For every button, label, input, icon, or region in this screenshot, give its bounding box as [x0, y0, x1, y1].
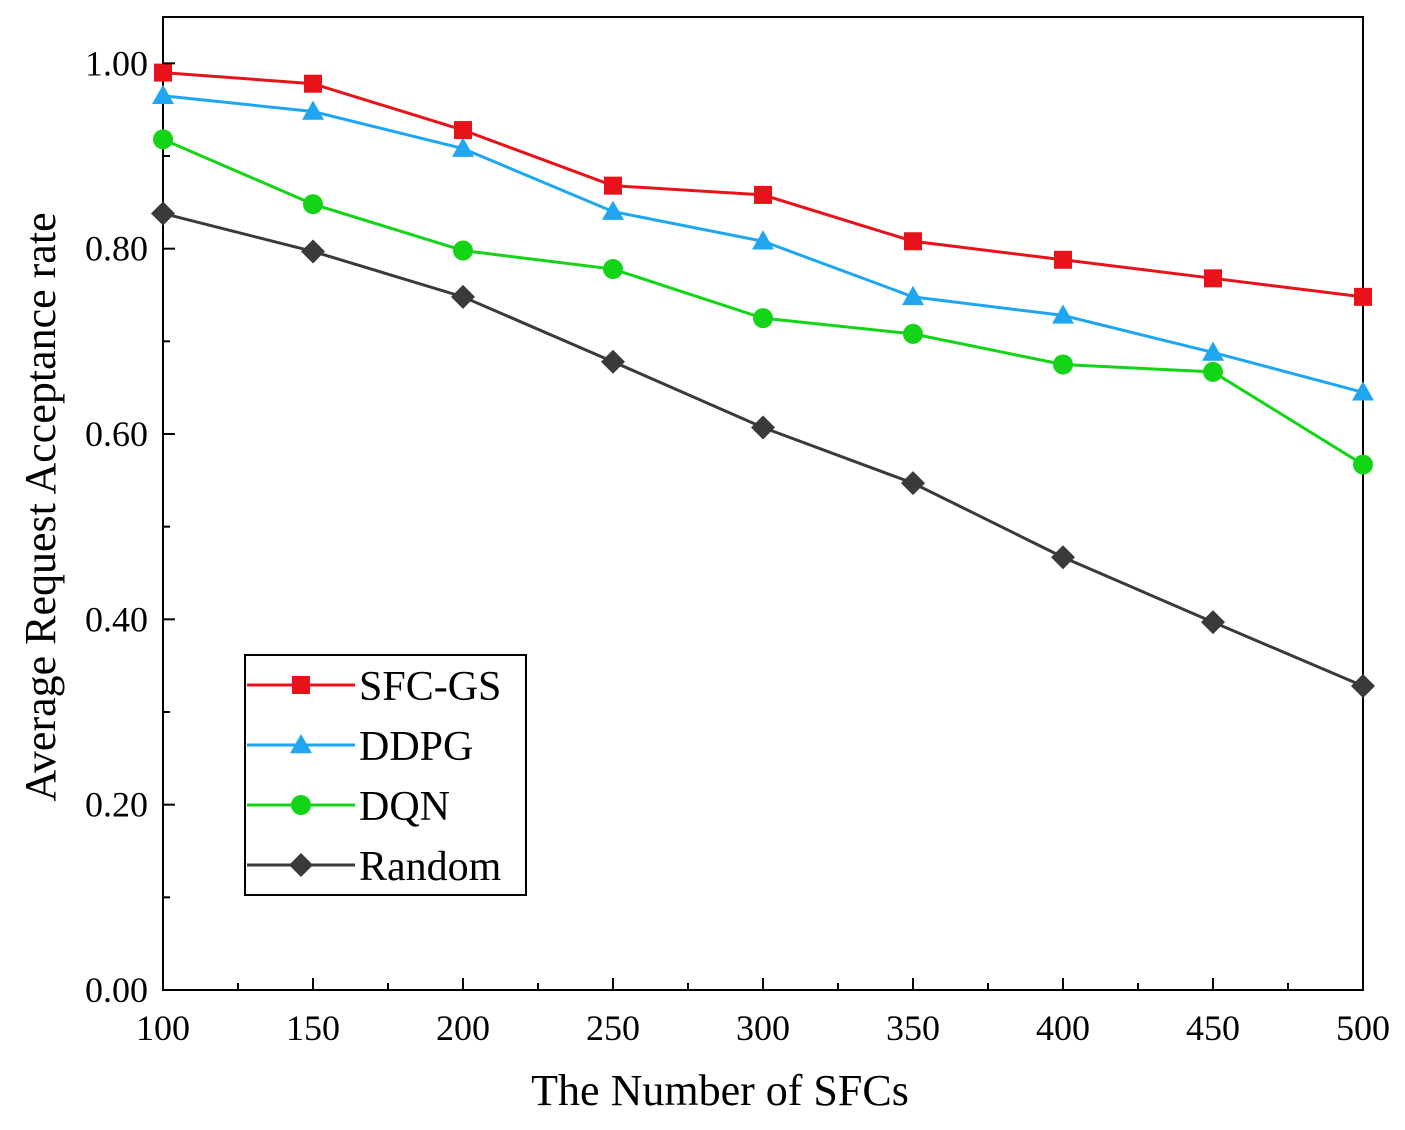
data-point-sfc-gs	[1204, 269, 1222, 288]
x-axis-title: The Number of SFCs	[531, 1066, 909, 1115]
x-tick-label: 350	[886, 1008, 940, 1048]
data-point-sfc-gs	[454, 121, 472, 140]
legend-item-ddpg: DDPG	[247, 724, 473, 770]
data-point-sfc-gs	[754, 185, 772, 204]
data-point-ddpg	[1052, 304, 1074, 324]
x-tick-label: 250	[586, 1008, 640, 1048]
data-point-random	[1051, 545, 1075, 570]
data-point-dqn	[453, 240, 473, 261]
data-point-ddpg	[1352, 381, 1374, 401]
data-point-ddpg	[902, 285, 924, 306]
series-random	[151, 201, 1375, 699]
data-point-ddpg	[302, 100, 324, 120]
data-point-dqn	[153, 129, 173, 150]
x-tick-label: 450	[1186, 1008, 1240, 1048]
x-tick-label: 400	[1036, 1008, 1090, 1048]
y-axis-title: Average Request Acceptance rate	[16, 212, 65, 801]
data-point-ddpg	[152, 84, 174, 105]
y-tick-label: 0.00	[85, 970, 148, 1010]
data-point-dqn	[1053, 354, 1073, 375]
legend-marker-ddpg	[290, 734, 312, 754]
tick-layer: 100 150 200 250 300 350 400 450 500 0.00 0.20 0.40 0…	[85, 43, 1390, 1048]
y-tick-label: 0.80	[85, 229, 148, 269]
legend-item-dqn: DQN	[247, 784, 450, 830]
data-point-ddpg	[1202, 341, 1224, 361]
legend-box	[244, 654, 527, 896]
x-tick-label: 150	[286, 1008, 340, 1048]
data-point-dqn	[303, 194, 323, 215]
legend-label-dqn: DQN	[359, 784, 450, 830]
legend-item-random: Random	[247, 844, 502, 890]
data-point-random	[601, 349, 625, 374]
data-point-ddpg	[452, 137, 474, 157]
legend-label-sfc-gs: SFC-GS	[359, 664, 501, 710]
legend-item-sfc-gs: SFC-GS	[247, 664, 501, 710]
x-tick-label: 500	[1336, 1008, 1390, 1048]
data-point-sfc-gs	[904, 232, 922, 251]
data-point-dqn	[603, 259, 623, 280]
x-tick-label: 300	[736, 1008, 790, 1048]
series-ddpg	[152, 84, 1374, 401]
data-point-random	[751, 415, 775, 440]
legend-marker-sfc-gs	[292, 676, 310, 694]
data-point-sfc-gs	[604, 176, 622, 195]
y-tick-label: 0.60	[85, 414, 148, 454]
series-dqn	[153, 129, 1373, 475]
series-sfc-gs	[154, 63, 1372, 306]
data-point-dqn	[1203, 361, 1223, 382]
legend-marker-dqn	[291, 795, 311, 815]
series-layer	[151, 63, 1375, 699]
data-point-random	[301, 239, 325, 264]
y-tick-label: 1.00	[85, 43, 148, 83]
y-tick-label: 0.40	[85, 599, 148, 639]
data-point-sfc-gs	[304, 74, 322, 93]
data-point-sfc-gs	[1354, 287, 1372, 306]
data-point-dqn	[1353, 454, 1373, 475]
data-point-dqn	[903, 323, 923, 344]
x-tick-label: 100	[136, 1008, 190, 1048]
data-point-random	[1201, 610, 1225, 635]
data-point-ddpg	[602, 200, 624, 220]
data-point-sfc-gs	[1054, 250, 1072, 269]
x-tick-label: 200	[436, 1008, 490, 1048]
legend-label-random: Random	[359, 844, 502, 890]
data-point-random	[1351, 674, 1375, 699]
legend-marker-random	[289, 853, 313, 877]
data-point-random	[901, 471, 925, 496]
data-point-dqn	[753, 308, 773, 329]
data-point-random	[151, 201, 175, 226]
data-point-ddpg	[752, 230, 774, 250]
data-point-random	[451, 284, 475, 309]
data-point-sfc-gs	[154, 63, 172, 82]
y-tick-label: 0.20	[85, 785, 148, 825]
legend: SFC-GS DDPG DQN Random	[244, 654, 527, 896]
legend-label-ddpg: DDPG	[359, 724, 473, 770]
